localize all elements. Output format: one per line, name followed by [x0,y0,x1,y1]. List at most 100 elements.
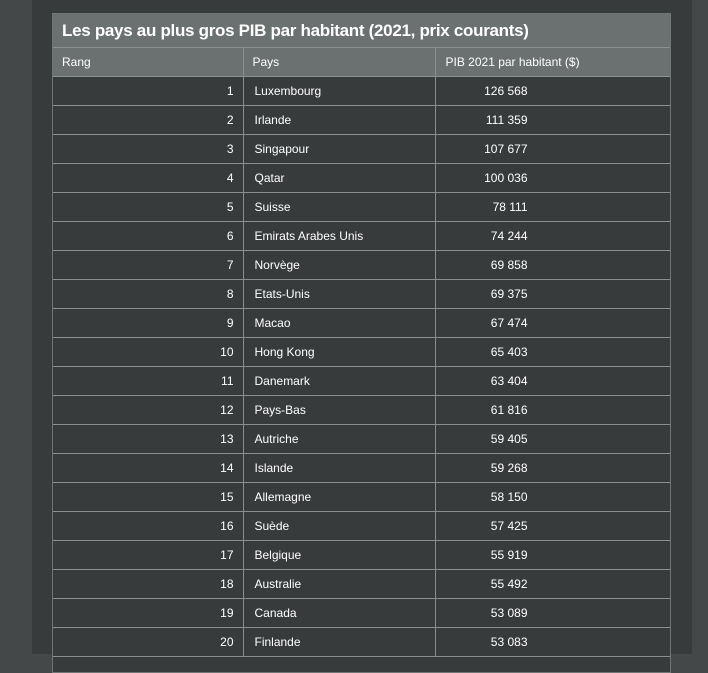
table-row: 17 Belgique 55 919 [53,540,670,570]
gdp-value: 63 404 [490,373,528,388]
cell-gdp: 55 492 [435,569,670,599]
table-row: 9 Macao 67 474 [53,308,670,338]
cell-country: Autriche [243,424,436,454]
cell-rank: 20 [53,627,244,657]
gdp-value: 65 403 [490,344,528,359]
cell-country: Norvège [243,250,436,280]
cell-gdp: 65 403 [435,337,670,367]
gdp-value: 126 568 [484,83,528,98]
cell-gdp: 53 089 [435,598,670,628]
cell-gdp: 126 568 [435,76,670,106]
cell-rank: 6 [53,221,244,251]
table-row: 7 Norvège 69 858 [53,250,670,280]
cell-gdp: 67 474 [435,308,670,338]
cell-rank: 8 [53,279,244,309]
cell-country: Finlande [243,627,436,657]
gdp-value: 74 244 [490,228,528,243]
cell-rank: 15 [53,482,244,512]
table-row: 14 Islande 59 268 [53,453,670,483]
cell-rank: 14 [53,453,244,483]
cell-country: Danemark [243,366,436,396]
cell-gdp: 63 404 [435,366,670,396]
cell-country: Hong Kong [243,337,436,367]
column-header-rank[interactable]: Rang [53,48,244,77]
cell-country: Luxembourg [243,76,436,106]
cell-rank: 4 [53,163,244,193]
table-row: 1 Luxembourg 126 568 [53,76,670,106]
cell-country: Belgique [243,540,436,570]
gdp-value: 69 858 [490,257,528,272]
cell-gdp: 57 425 [435,511,670,541]
table-row: 18 Australie 55 492 [53,569,670,599]
cell-country: Etats-Unis [243,279,436,309]
table-row: 2 Irlande 111 359 [53,105,670,135]
cell-gdp: 74 244 [435,221,670,251]
table-body: 1 Luxembourg 126 568 2 Irlande 111 359 3 Singap… [53,76,670,657]
cell-gdp: 69 858 [435,250,670,280]
gdp-value: 53 083 [490,634,528,649]
cell-gdp: 100 036 [435,163,670,193]
table-row: 8 Etats-Unis 69 375 [53,279,670,309]
cell-rank: 19 [53,598,244,628]
cell-rank: 11 [53,366,244,396]
column-header-country[interactable]: Pays [243,48,436,77]
gdp-value: 53 089 [490,605,528,620]
cell-country: Suède [243,511,436,541]
cell-rank: 16 [53,511,244,541]
table-row: 19 Canada 53 089 [53,598,670,628]
cell-gdp: 69 375 [435,279,670,309]
table-row: 20 Finlande 53 083 [53,627,670,657]
table-title: Les pays au plus gros PIB par habitant (… [53,14,670,48]
cell-rank: 2 [53,105,244,135]
table-row: 6 Emirats Arabes Unis 74 244 [53,221,670,251]
cell-rank: 3 [53,134,244,164]
cell-country: Singapour [243,134,436,164]
cell-gdp: 53 083 [435,627,670,657]
gdp-value: 58 150 [490,489,528,504]
cell-country: Allemagne [243,482,436,512]
gdp-table: Rang Pays PIB 2021 par habitant ($) 1 Lux… [53,48,670,657]
table-row: 4 Qatar 100 036 [53,163,670,193]
table-row: 10 Hong Kong 65 403 [53,337,670,367]
gdp-value: 59 268 [490,460,528,475]
cell-rank: 10 [53,337,244,367]
gdp-table-container: Les pays au plus gros PIB par habitant (… [52,13,671,673]
cell-country: Qatar [243,163,436,193]
cell-country: Macao [243,308,436,338]
cell-country: Emirats Arabes Unis [243,221,436,251]
cell-rank: 9 [53,308,244,338]
gdp-value: 59 405 [490,431,528,446]
cell-rank: 12 [53,395,244,425]
cell-country: Islande [243,453,436,483]
gdp-value: 107 677 [484,141,528,156]
cell-gdp: 59 405 [435,424,670,454]
cell-gdp: 107 677 [435,134,670,164]
gdp-value: 67 474 [490,315,528,330]
gdp-value: 55 919 [490,547,528,562]
table-row: 11 Danemark 63 404 [53,366,670,396]
cell-gdp: 58 150 [435,482,670,512]
gdp-value: 61 816 [490,402,528,417]
table-row: 15 Allemagne 58 150 [53,482,670,512]
gdp-value: 100 036 [484,170,528,185]
gdp-value: 78 111 [492,199,528,214]
table-row: 16 Suède 57 425 [53,511,670,541]
gdp-value: 57 425 [490,518,528,533]
table-row: 13 Autriche 59 405 [53,424,670,454]
cell-country: Pays-Bas [243,395,436,425]
column-header-gdp[interactable]: PIB 2021 par habitant ($) [435,48,670,77]
cell-country: Suisse [243,192,436,222]
gdp-value: 111 359 [485,112,528,127]
table-row: 5 Suisse 78 111 [53,192,670,222]
table-row: 12 Pays-Bas 61 816 [53,395,670,425]
cell-rank: 13 [53,424,244,454]
cell-rank: 5 [53,192,244,222]
cell-rank: 1 [53,76,244,106]
cell-country: Australie [243,569,436,599]
cell-rank: 7 [53,250,244,280]
table-header-row: Rang Pays PIB 2021 par habitant ($) [53,48,670,77]
cell-gdp: 61 816 [435,395,670,425]
cell-rank: 18 [53,569,244,599]
cell-rank: 17 [53,540,244,570]
cell-gdp: 111 359 [435,105,670,135]
